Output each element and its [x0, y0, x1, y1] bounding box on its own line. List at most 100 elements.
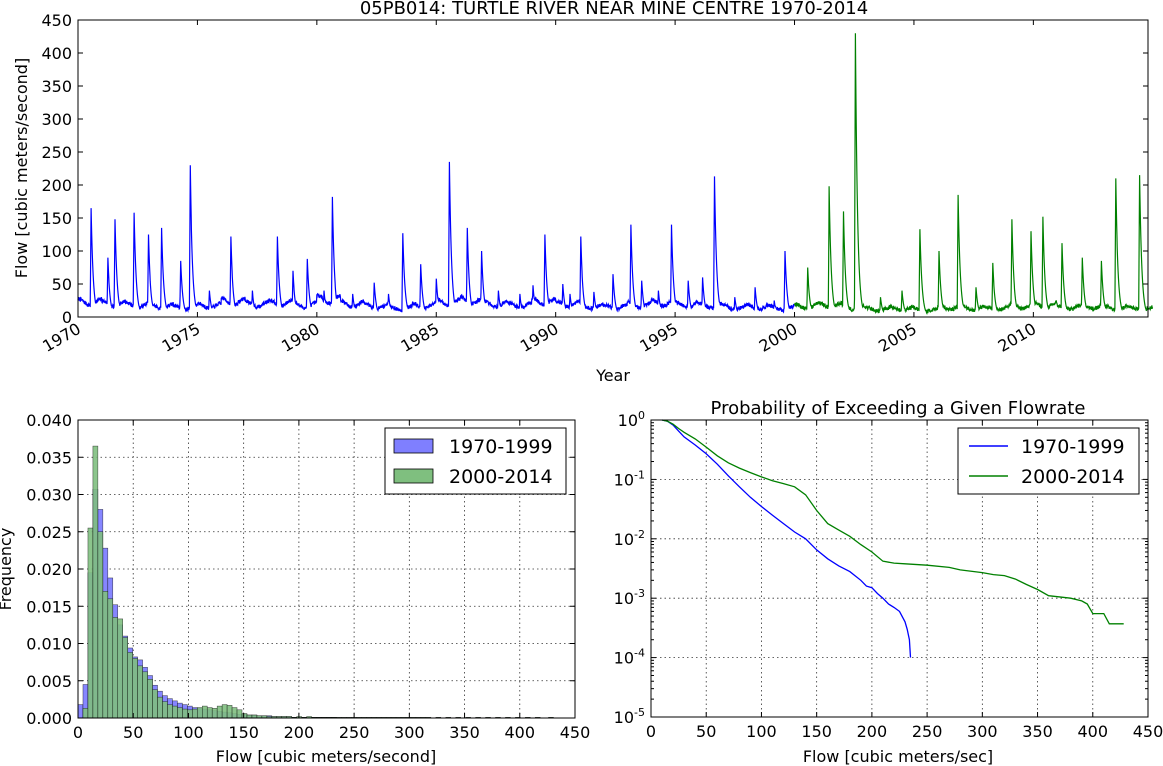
exceedance-xtick-label: 0 [646, 722, 656, 741]
timeseries-ytick-label: 50 [52, 275, 72, 294]
histogram-bar-2000-2014 [87, 527, 94, 719]
timeseries-line-2000-2014 [793, 33, 1154, 315]
timeseries-xlabel: Year [595, 366, 630, 385]
histogram-bar-2000-2014 [202, 705, 208, 719]
histogram-xtick-label: 0 [73, 723, 83, 742]
exceedance-xtick-label: 450 [1133, 722, 1163, 741]
histogram-legend: 1970-1999 2000-2014 [384, 427, 567, 495]
timeseries-plot-area [77, 33, 1154, 315]
exceedance-legend-label-2000-2014: 2000-2014 [1021, 466, 1125, 488]
exceedance-line-2000-2014 [661, 419, 1124, 625]
exceedance-ytick-label: 10-5 [614, 706, 645, 727]
histogram-xtick-label: 400 [505, 723, 536, 742]
timeseries-ytick-label: 150 [41, 209, 72, 228]
histogram-bar-1970-1999 [77, 704, 84, 719]
histogram-xtick-label: 350 [449, 723, 480, 742]
histogram-bar-2000-2014 [82, 708, 89, 719]
exceedance-ytick-label: 10-3 [614, 587, 645, 608]
histogram-bar-2000-2014 [182, 708, 188, 719]
histogram-ytick-label: 0.030 [26, 486, 72, 505]
histogram-bar-2000-2014 [172, 705, 178, 719]
histogram-xlabel: Flow [cubic meters/second] [216, 747, 436, 766]
histogram-ytick-label: 0.015 [26, 597, 72, 616]
histogram-bar-2000-2014 [117, 618, 123, 719]
histogram-ytick-label: 0.020 [26, 560, 72, 579]
timeseries-ytick-label: 200 [41, 176, 72, 195]
exceedance-xtick-label: 300 [967, 722, 998, 741]
exceedance-title: Probability of Exceeding a Given Flowrat… [711, 398, 1086, 419]
exceedance-ytick-label: 10-2 [614, 528, 645, 549]
exceedance-xtick-label: 100 [746, 722, 777, 741]
histogram-bar-2000-2014 [122, 637, 128, 719]
legend-swatch-2000-2014 [393, 468, 434, 484]
timeseries-ytick-label: 350 [41, 77, 72, 96]
histogram-legend-label-1970-1999: 1970-1999 [449, 436, 553, 458]
histogram-bar-2000-2014 [221, 704, 228, 719]
timeseries-xtick-label: 1985 [397, 319, 442, 356]
histogram-bar-2000-2014 [241, 713, 248, 719]
histogram-bar-2000-2014 [231, 707, 238, 719]
timeseries-title: 05PB014: TURTLE RIVER NEAR MINE CENTRE 1… [360, 0, 868, 19]
timeseries-xtick-label: 1995 [636, 319, 681, 356]
exceedance-legend-label-1970-1999: 1970-1999 [1021, 436, 1125, 458]
histogram-ytick-label: 0.035 [26, 448, 72, 467]
timeseries-ytick-label: 300 [41, 110, 72, 129]
histogram-xtick-label: 450 [560, 723, 591, 742]
exceedance-xtick-label: 150 [801, 722, 832, 741]
legend-swatch-1970-1999 [393, 438, 434, 454]
exceedance-xlabel: Flow [cubic meters/sec] [803, 747, 993, 766]
timeseries-ytick-label: 400 [41, 44, 72, 63]
histogram-ticks: 0 50 100 150 200 250 300 350 400 450 0.000 0.005 0.0… [26, 411, 590, 742]
timeseries-ytick-label: 0 [62, 308, 72, 327]
histogram-bar-2000-2014 [132, 658, 138, 719]
histogram-ytick-label: 0.010 [26, 635, 72, 654]
exceedance-ytick-label: 10-4 [614, 647, 645, 668]
histogram-bar-2000-2014 [167, 704, 173, 719]
histogram-ylabel: Frequency [0, 528, 15, 611]
histogram-xtick-label: 50 [123, 723, 143, 742]
histogram-bar-2000-2014 [162, 701, 168, 719]
histogram-bar-2000-2014 [197, 707, 203, 719]
exceedance-legend-box [957, 427, 1140, 495]
histogram-xtick-label: 300 [394, 723, 425, 742]
histogram-ytick-label: 0.040 [26, 411, 72, 430]
histogram-bar-2000-2014 [142, 671, 148, 719]
histogram-xtick-label: 200 [284, 723, 315, 742]
histogram-bar-2000-2014 [127, 652, 133, 719]
exceedance-plot-area [661, 419, 1124, 658]
histogram-bar-2000-2014 [92, 445, 99, 719]
timeseries-ytick-label: 450 [41, 11, 72, 30]
histogram-legend-label-2000-2014: 2000-2014 [449, 466, 553, 488]
histogram-bar-2000-2014 [137, 665, 143, 719]
timeseries-xtick-label: 2005 [875, 319, 920, 356]
exceedance-xtick-label: 50 [696, 722, 716, 741]
exceedance-ytick-label: 10-1 [614, 468, 645, 489]
histogram-bar-2000-2014 [206, 707, 213, 719]
timeseries-line-1970-1999 [77, 161, 795, 314]
histogram-bar-2000-2014 [177, 707, 183, 719]
exceedance-frame [650, 419, 1149, 718]
histogram-bar-2000-2014 [192, 708, 198, 719]
exceedance-panel: Probability of Exceeding a Given Flowrat… [614, 398, 1163, 766]
timeseries-xtick-label: 1975 [159, 319, 204, 356]
histogram-bar-2000-2014 [157, 696, 163, 719]
histogram-ytick-label: 0.025 [26, 523, 72, 542]
exceedance-xtick-label: 200 [857, 722, 888, 741]
exceedance-xtick-label: 350 [1022, 722, 1053, 741]
timeseries-panel: 05PB014: TURTLE RIVER NEAR MINE CENTRE 1… [12, 0, 1154, 385]
histogram-xtick-label: 100 [173, 723, 204, 742]
histogram-bar-2000-2014 [152, 689, 158, 719]
histogram-ytick-label: 0.005 [26, 672, 72, 691]
exceedance-xtick-label: 400 [1078, 722, 1109, 741]
histogram-bar-2000-2014 [107, 598, 114, 719]
histogram-bar-2000-2014 [102, 591, 109, 719]
histogram-panel: 0 50 100 150 200 250 300 350 400 450 0.000 0.005 0.0… [0, 411, 590, 766]
histogram-xtick-label: 150 [228, 723, 259, 742]
exceedance-legend: 1970-1999 2000-2014 [957, 427, 1140, 495]
timeseries-xtick-label: 2010 [995, 319, 1040, 356]
histogram-xtick-label: 250 [339, 723, 370, 742]
histogram-bar-2000-2014 [216, 705, 223, 719]
exceedance-line-1970-1999 [661, 419, 912, 658]
histogram-bar-2000-2014 [211, 708, 218, 719]
